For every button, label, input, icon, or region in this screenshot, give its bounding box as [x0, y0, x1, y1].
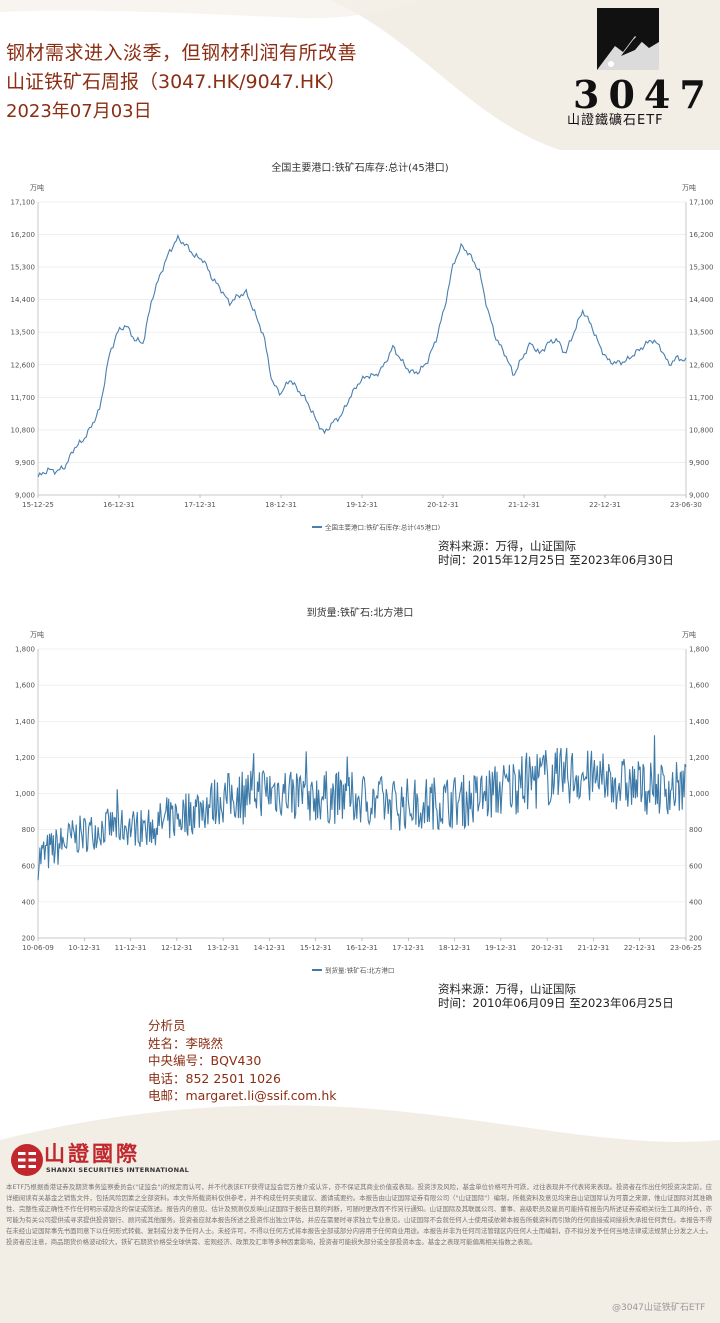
y-tick-label-right: 12,600	[689, 361, 714, 369]
y-tick-label-right: 11,700	[689, 394, 714, 402]
y-unit-right: 万吨	[682, 630, 696, 639]
analyst-phone: 电话：852 2501 1026	[148, 1070, 281, 1086]
y-tick-label-right: 17,100	[689, 199, 714, 207]
y-tick-label-right: 10,800	[689, 426, 714, 434]
x-tick-label: 17-12-31	[392, 944, 424, 952]
y-tick-label-right: 13,500	[689, 329, 714, 337]
y-tick-label-left: 1,400	[15, 718, 35, 726]
y-tick-label-right: 1,800	[689, 646, 709, 654]
x-tick-label: 16-12-31	[346, 944, 378, 952]
y-unit-left: 万吨	[30, 183, 44, 192]
north-port-arrivals-chart: 1,800 1,800 1,600 1,600 1,400 1,400 1,200 1,200…	[15, 630, 709, 975]
y-tick-label-right: 1,000	[689, 790, 709, 798]
disclaimer-text: 本ETF乃根据香港证券及期货事务监察委员会("证监会")的规定而认可，并不代表该…	[6, 1183, 712, 1246]
y-tick-label-left: 16,200	[11, 231, 36, 239]
watermark: @3047山证铁矿石ETF	[612, 1303, 706, 1313]
y-tick-label-right: 1,400	[689, 718, 709, 726]
y-tick-label-right: 1,600	[689, 682, 709, 690]
logo-name: 山證鐵礦石ETF	[567, 113, 664, 128]
chart2-time-range: 时间：2010年06月09日 至2023年06月25日	[438, 996, 674, 1010]
x-tick-label: 22-12-31	[624, 944, 656, 952]
y-tick-label-right: 400	[689, 898, 702, 906]
y-tick-label-left: 400	[22, 898, 35, 906]
logo-code: 3047	[573, 72, 715, 117]
y-tick-label-left: 1,200	[15, 754, 35, 762]
x-tick-label: 13-12-31	[207, 944, 239, 952]
x-tick-label: 14-12-31	[254, 944, 286, 952]
x-tick-label: 17-12-31	[184, 501, 216, 509]
x-tick-label: 23-06-30	[670, 501, 702, 509]
y-tick-label-left: 9,900	[15, 459, 35, 467]
analyst-ce-number: 中央编号：BQV430	[148, 1053, 262, 1068]
chart1-title: 全国主要港口:铁矿石库存:总计(45港口)	[271, 163, 449, 174]
footer-background	[0, 1105, 720, 1323]
x-tick-label: 21-12-31	[508, 501, 540, 509]
x-tick-label: 23-06-25	[670, 944, 702, 952]
analyst-email[interactable]: 电邮：margaret.li@ssif.com.hk	[148, 1088, 337, 1103]
y-tick-label-left: 11,700	[11, 394, 36, 402]
x-tick-label: 18-12-31	[265, 501, 297, 509]
analyst-block: 分析员 姓名：李晓然 中央编号：BQV430 电话：852 2501 1026 …	[148, 1017, 337, 1105]
y-tick-label-left: 600	[22, 862, 35, 870]
chart2-source: 资料来源：万得，山证国际	[438, 982, 576, 996]
y-tick-label-right: 800	[689, 826, 702, 834]
y-tick-label-right: 1,200	[689, 754, 709, 762]
x-tick-label: 10-12-31	[68, 944, 100, 952]
series-line	[37, 233, 687, 478]
y-tick-label-right: 16,200	[689, 231, 714, 239]
brand-english-name: SHANXI SECURITIES INTERNATIONAL	[46, 1166, 190, 1174]
x-tick-label: 12-12-31	[161, 944, 193, 952]
y-tick-label-left: 10,800	[11, 426, 36, 434]
chart2-title: 到货量:铁矿石:北方港口	[306, 608, 414, 619]
y-tick-label-right: 14,400	[689, 296, 714, 304]
analyst-heading: 分析员	[148, 1018, 186, 1033]
y-unit-right: 万吨	[682, 183, 696, 192]
x-tick-label: 20-12-31	[531, 944, 563, 952]
y-tick-label-right: 15,300	[689, 264, 714, 272]
y-tick-label-left: 17,100	[11, 199, 36, 207]
legend-label: 到货量:铁矿石:北方港口	[325, 966, 394, 975]
x-tick-label: 19-12-31	[346, 501, 378, 509]
y-tick-label-right: 9,000	[689, 492, 709, 500]
brand-logo-icon	[11, 1144, 43, 1176]
x-tick-label: 10-06-09	[22, 944, 54, 952]
x-tick-label: 19-12-31	[485, 944, 517, 952]
analyst-name: 姓名：李晓然	[148, 1035, 224, 1051]
legend-label: 全国主要港口:铁矿石库存:总计(45港口)	[325, 523, 440, 532]
iron-ore-port-inventory-chart: 17,100 17,100 16,200 16,200 15,300 15,300 14,4…	[11, 183, 714, 532]
report-subtitle: 山证铁矿石周报（3047.HK/9047.HK）	[6, 71, 346, 93]
x-tick-label: 15-12-31	[300, 944, 332, 952]
y-tick-label-right: 200	[689, 935, 702, 943]
brand-name: 山證國際	[44, 1142, 140, 1166]
y-unit-left: 万吨	[30, 630, 44, 639]
x-tick-label: 16-12-31	[103, 501, 135, 509]
etf-logo: 3047 山證鐵礦石ETF	[563, 6, 713, 130]
y-tick-label-left: 15,300	[11, 264, 36, 272]
x-tick-label: 20-12-31	[427, 501, 459, 509]
chart1-time-range: 时间：2015年12月25日 至2023年06月30日	[438, 553, 674, 567]
y-tick-label-left: 13,500	[11, 329, 36, 337]
report-date: 2023年07月03日	[6, 101, 152, 122]
x-tick-label: 15-12-25	[22, 501, 54, 509]
x-tick-label: 21-12-31	[578, 944, 610, 952]
x-tick-label: 18-12-31	[439, 944, 471, 952]
excavator-icon	[597, 8, 659, 70]
y-tick-label-left: 9,000	[15, 492, 35, 500]
y-tick-label-right: 9,900	[689, 459, 709, 467]
y-tick-label-left: 1,800	[15, 646, 35, 654]
y-tick-label-left: 14,400	[11, 296, 36, 304]
y-tick-label-right: 600	[689, 862, 702, 870]
y-tick-label-left: 200	[22, 935, 35, 943]
y-tick-label-left: 1,600	[15, 682, 35, 690]
x-tick-label: 11-12-31	[115, 944, 147, 952]
y-tick-label-left: 12,600	[11, 361, 36, 369]
y-tick-label-left: 800	[22, 826, 35, 834]
chart1-source: 资料来源：万得，山证国际	[438, 539, 576, 553]
series-line	[37, 735, 687, 881]
y-tick-label-left: 1,000	[15, 790, 35, 798]
report-title: 钢材需求进入淡季，但钢材利润有所改善	[6, 42, 358, 64]
x-tick-label: 22-12-31	[589, 501, 621, 509]
